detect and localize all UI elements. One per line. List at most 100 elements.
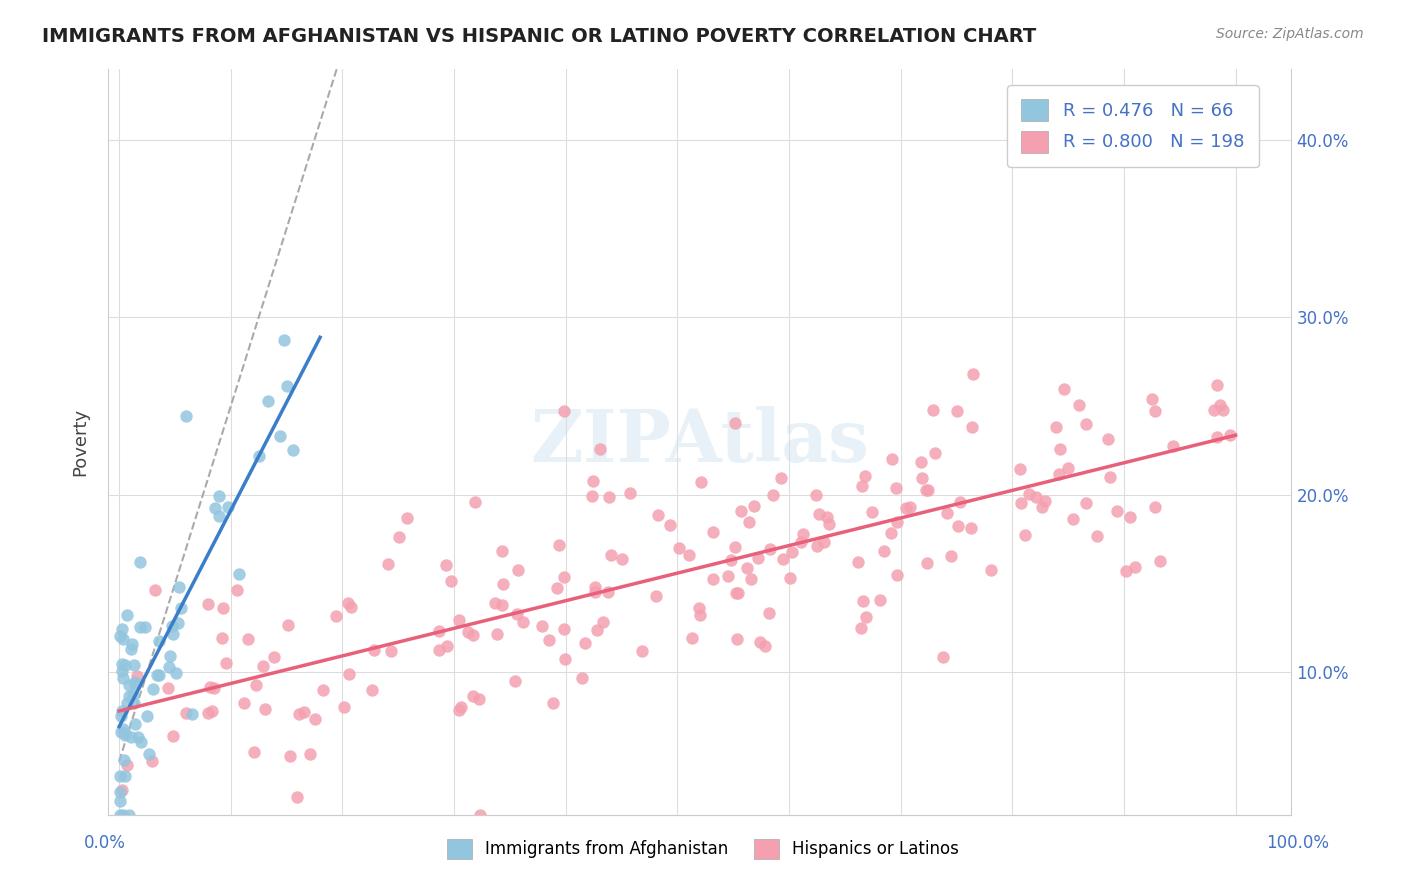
Point [583,585,606,599]
Point [804,488,827,502]
Point [447,703,470,717]
Point [1143,500,1166,514]
Point [170,601,193,615]
Point [463,628,485,642]
Point [790,535,813,549]
Point [108,807,131,822]
Point [167,580,190,594]
Point [1074,417,1097,431]
Point [285,789,308,804]
Point [148,634,170,648]
Point [884,481,907,495]
Point [111,632,134,647]
Point [1045,419,1067,434]
Point [276,379,298,393]
Point [457,625,479,640]
Point [325,608,347,623]
Point [467,691,489,706]
Point [689,607,711,622]
Point [862,505,884,519]
Point [873,544,896,558]
Point [1123,560,1146,574]
Point [724,540,747,554]
Point [135,709,157,723]
Point [851,621,873,635]
Point [122,696,145,710]
Point [118,807,141,822]
Point [427,624,450,639]
Point [124,716,146,731]
Point [143,583,166,598]
Point [1119,510,1142,524]
Point [162,729,184,743]
Point [215,656,238,670]
Point [278,748,301,763]
Point [304,712,326,726]
Point [112,807,135,822]
Point [754,640,776,654]
Point [1010,496,1032,510]
Point [747,550,769,565]
Point [111,671,134,685]
Text: 0.0%: 0.0% [84,834,127,852]
Point [735,561,758,575]
Point [688,600,710,615]
Point [911,471,934,485]
Point [512,615,534,629]
Point [598,585,620,599]
Point [724,586,747,600]
Point [124,678,146,692]
Point [725,632,748,646]
Point [740,573,762,587]
Point [243,745,266,759]
Point [619,485,641,500]
Point [1010,461,1032,475]
Point [491,577,513,591]
Point [960,419,983,434]
Point [1219,428,1241,442]
Point [806,539,828,553]
Point [129,555,152,569]
Point [434,558,457,573]
Point [363,643,385,657]
Point [1099,470,1122,484]
Point [1053,382,1076,396]
Point [770,471,793,485]
Point [508,563,530,577]
Point [1018,487,1040,501]
Point [108,794,131,808]
Point [592,615,614,629]
Point [156,681,179,696]
Point [744,500,766,514]
Point [846,555,869,569]
Point [1056,461,1078,475]
Point [118,678,141,692]
Point [142,681,165,696]
Point [124,658,146,673]
Point [160,619,183,633]
Point [468,807,491,822]
Point [599,548,621,562]
Point [201,704,224,718]
Point [111,664,134,678]
Point [228,567,250,582]
Text: ZIPAtlas: ZIPAtlas [530,406,869,477]
Point [792,526,814,541]
Point [505,607,527,622]
Point [162,627,184,641]
Point [141,754,163,768]
Point [111,722,134,736]
Point [388,530,411,544]
Point [582,474,605,488]
Point [127,731,149,745]
Point [758,606,780,620]
Point [546,581,568,595]
Point [936,506,959,520]
Point [717,568,740,582]
Point [1062,512,1084,526]
Point [932,650,955,665]
Point [427,643,450,657]
Point [1085,529,1108,543]
Point [281,443,304,458]
Point [762,487,785,501]
